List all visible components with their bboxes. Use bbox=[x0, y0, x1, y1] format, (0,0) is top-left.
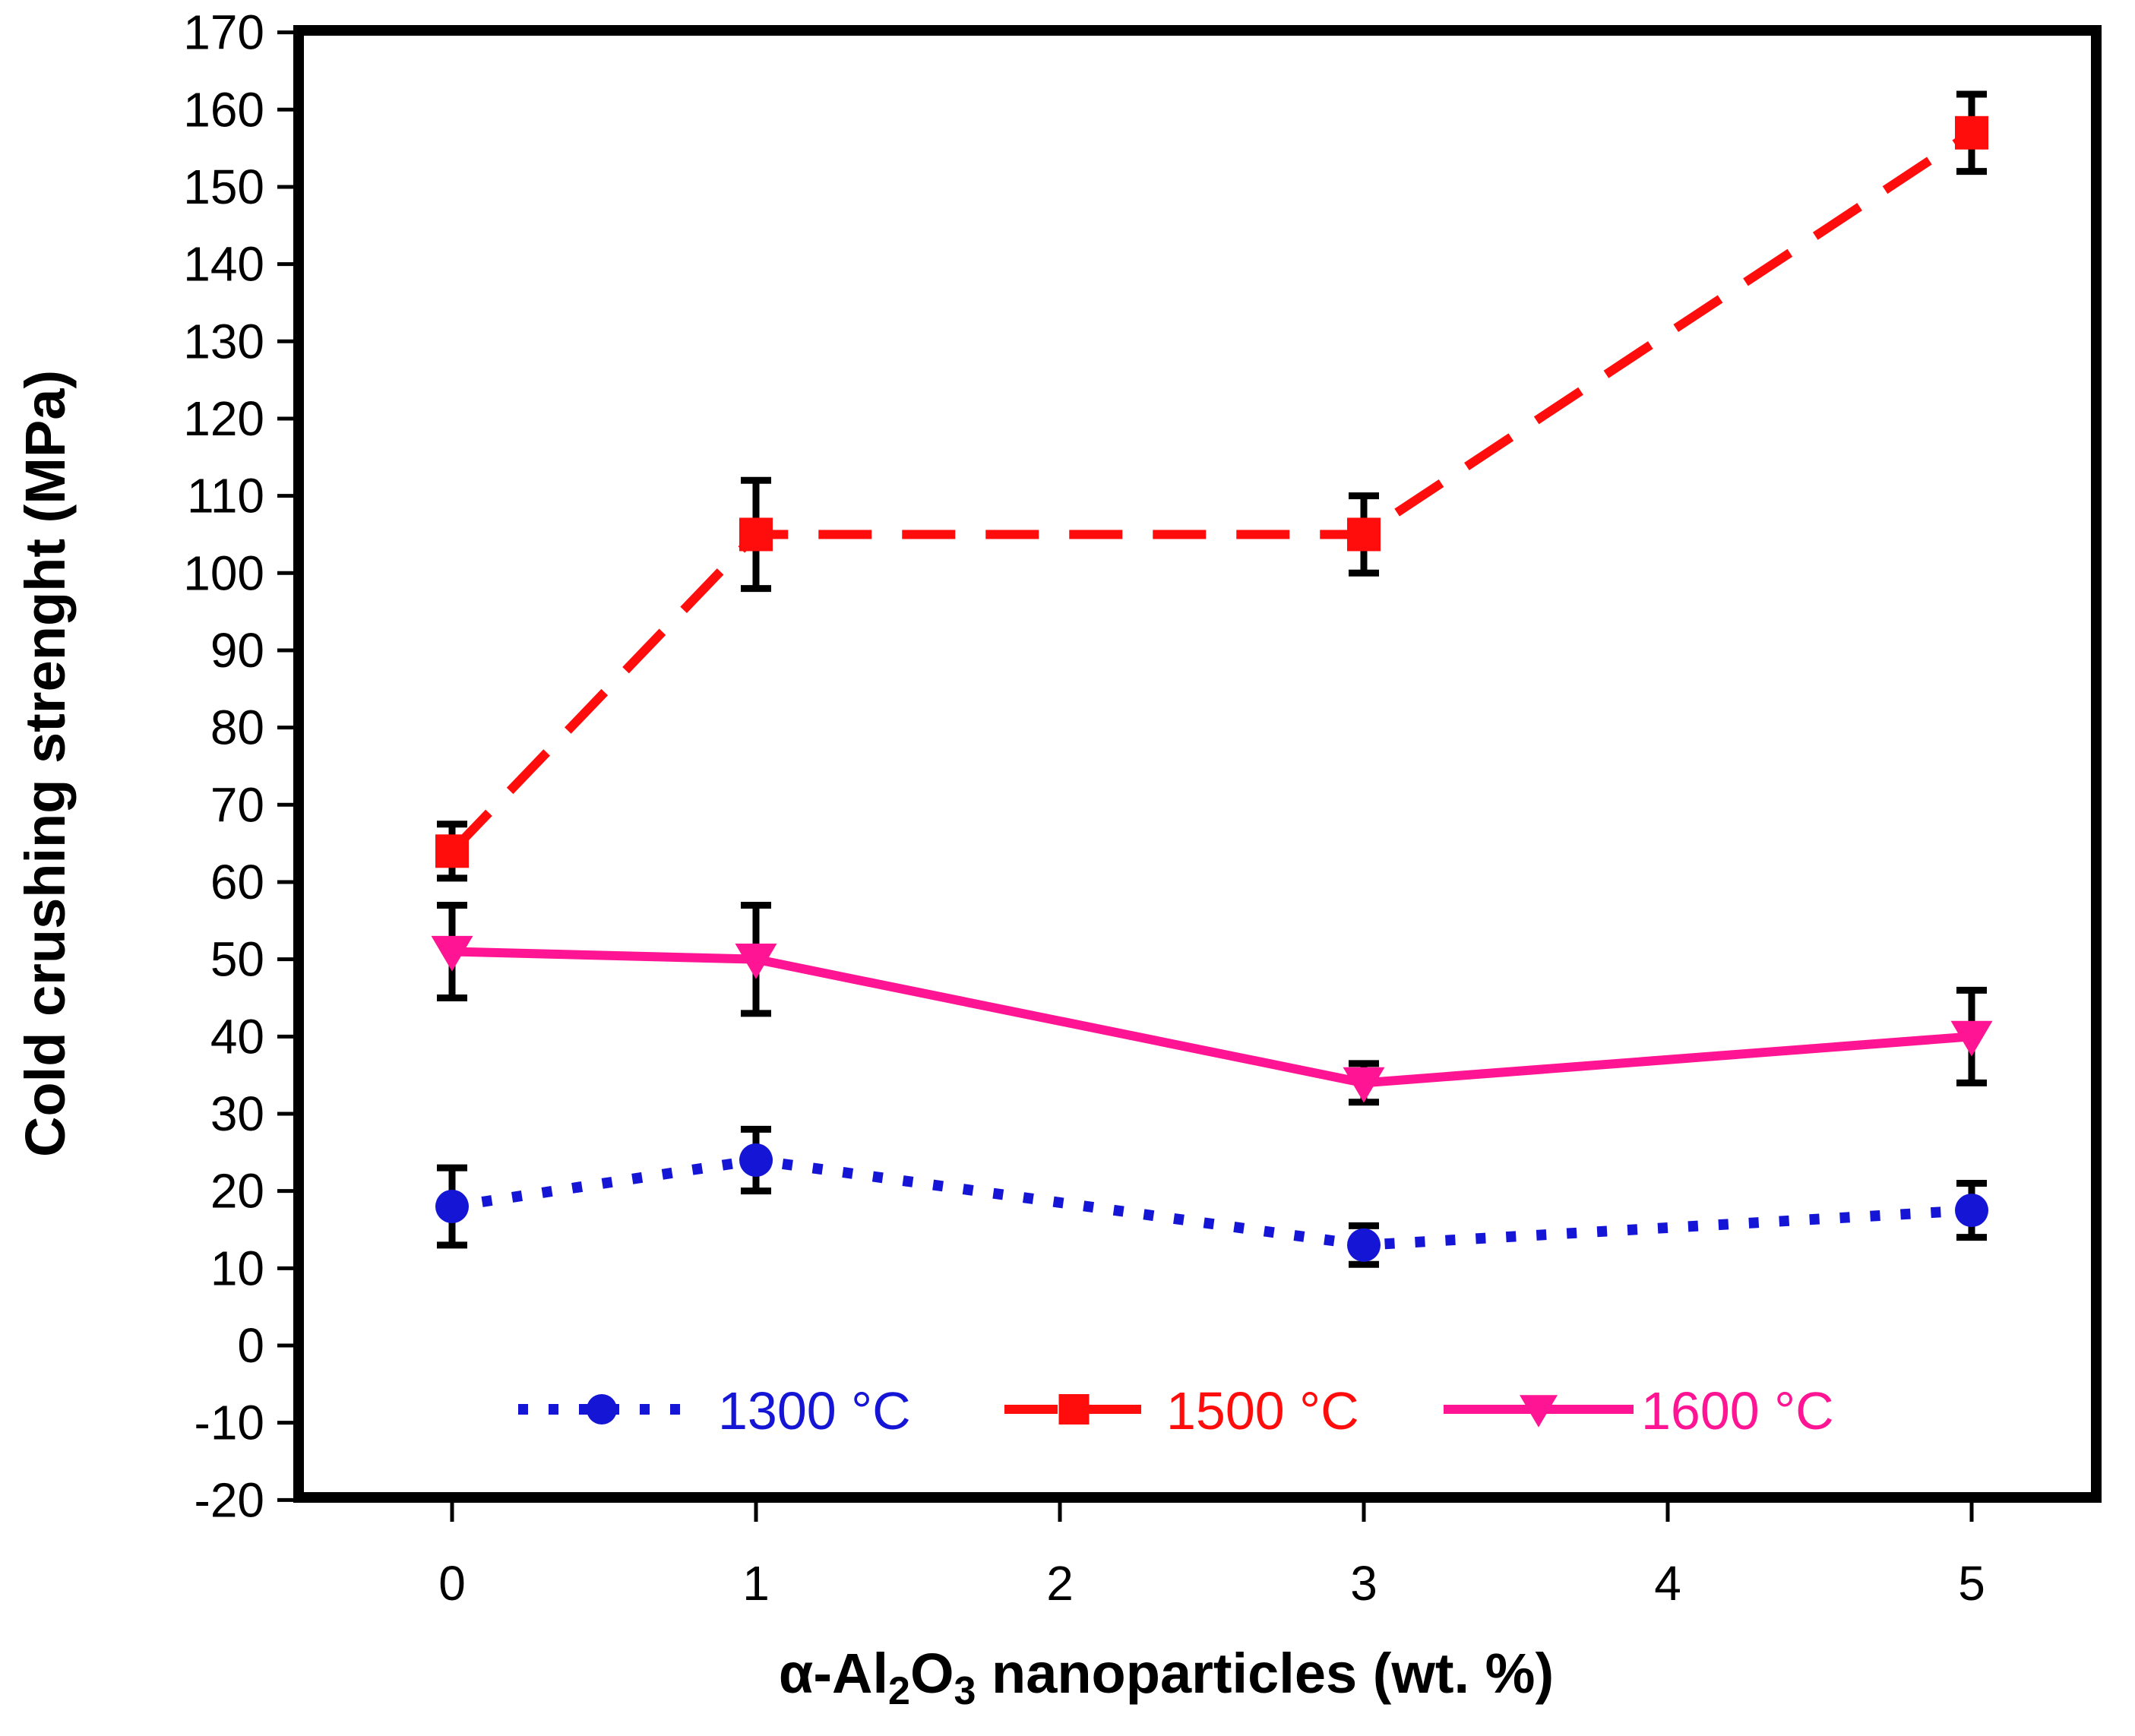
x-tick-label: 2 bbox=[1046, 1556, 1074, 1611]
x-axis-title-part: 3 bbox=[954, 1669, 976, 1713]
y-tick-label: 140 bbox=[183, 237, 264, 292]
y-tick-label: -20 bbox=[195, 1472, 265, 1527]
y-tick-label: -10 bbox=[195, 1396, 265, 1450]
series-3 bbox=[431, 901, 1993, 1106]
legend-label: 1300 °C bbox=[718, 1381, 911, 1440]
y-tick-label: 150 bbox=[183, 160, 264, 214]
legend-item-2: 1500 °C bbox=[1004, 1381, 1359, 1440]
legend-item-3: 1600 °C bbox=[1444, 1381, 1834, 1440]
data-point bbox=[435, 834, 469, 868]
x-axis-title-part: 2 bbox=[888, 1669, 910, 1713]
x-axis-title-part: O bbox=[910, 1642, 954, 1705]
series-line bbox=[448, 128, 1975, 855]
y-tick-label: 10 bbox=[210, 1241, 264, 1295]
series-1 bbox=[435, 1125, 1988, 1268]
legend-label: 1500 °C bbox=[1166, 1381, 1359, 1440]
y-tick-label: 130 bbox=[183, 314, 264, 368]
data-point bbox=[1950, 1020, 1993, 1057]
y-tick-label: 90 bbox=[210, 623, 264, 678]
y-tick-label: 80 bbox=[210, 700, 264, 755]
x-tick-label: 3 bbox=[1350, 1556, 1377, 1611]
x-tick-label: 1 bbox=[742, 1556, 770, 1611]
y-tick-label: 70 bbox=[210, 777, 264, 832]
x-tick-label: 0 bbox=[438, 1556, 466, 1611]
x-axis: 0 1 2 3 4 5 bbox=[438, 1497, 1985, 1611]
y-tick-label: 110 bbox=[187, 469, 264, 523]
legend-marker bbox=[1058, 1394, 1090, 1425]
plot-frame bbox=[293, 25, 2102, 1503]
y-axis: -20 -10 0 10 20 30 40 50 60 70 80 90 100 110 120 130 140… bbox=[183, 5, 299, 1527]
data-point bbox=[735, 944, 777, 979]
series-line bbox=[451, 947, 1972, 1088]
data-point bbox=[1343, 1067, 1385, 1103]
y-tick-label: 50 bbox=[210, 932, 264, 987]
x-axis-title-part: α-Al bbox=[779, 1642, 888, 1705]
x-axis-title-part: nanoparticles (wt. %) bbox=[976, 1642, 1554, 1705]
y-tick-label: 20 bbox=[210, 1164, 264, 1219]
data-point bbox=[1955, 115, 1988, 150]
plot-marks bbox=[431, 90, 1993, 1268]
legend-label: 1600 °C bbox=[1641, 1381, 1834, 1440]
y-tick-label: 30 bbox=[210, 1086, 264, 1141]
x-axis-title: α-Al2O3 nanoparticles (wt. %) bbox=[779, 1642, 1554, 1713]
y-tick-label: 100 bbox=[183, 545, 264, 600]
data-point bbox=[739, 517, 773, 552]
data-point bbox=[739, 1143, 773, 1177]
y-tick-label: 60 bbox=[210, 855, 264, 909]
legend: 1300 °C 1500 °C 1600 °C bbox=[518, 1381, 1834, 1440]
series-2 bbox=[435, 90, 1988, 882]
legend-item-1: 1300 °C bbox=[518, 1381, 911, 1440]
data-point bbox=[1955, 1194, 1988, 1228]
y-tick-label: 160 bbox=[183, 82, 264, 137]
series-line bbox=[451, 1154, 1972, 1251]
legend-marker bbox=[587, 1394, 617, 1425]
x-tick-label: 4 bbox=[1654, 1556, 1681, 1611]
y-tick-label: 0 bbox=[237, 1318, 264, 1373]
y-tick-label: 40 bbox=[210, 1009, 264, 1064]
legend-marker bbox=[1520, 1395, 1558, 1428]
data-point bbox=[1347, 517, 1381, 552]
x-tick-label: 5 bbox=[1958, 1556, 1985, 1611]
y-tick-label: 120 bbox=[183, 391, 264, 446]
y-axis-title: Cold crushing strenght (MPa) bbox=[14, 370, 77, 1157]
y-tick-label: 170 bbox=[183, 5, 264, 60]
data-point bbox=[435, 1189, 469, 1223]
data-point bbox=[431, 935, 473, 972]
data-point bbox=[1347, 1228, 1381, 1262]
